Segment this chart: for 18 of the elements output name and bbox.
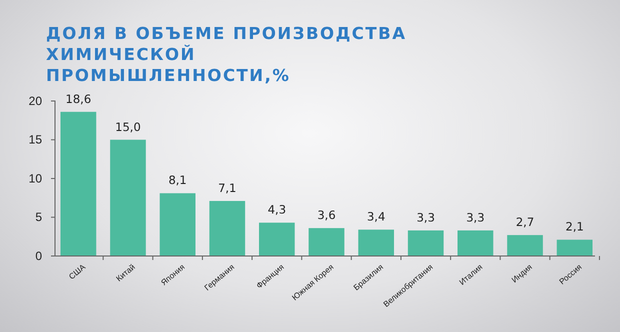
- data-label: 2,7: [516, 215, 534, 230]
- data-label: 3,3: [416, 210, 435, 224]
- y-tick-label: 10: [28, 171, 42, 186]
- data-label: 3,3: [466, 210, 485, 224]
- data-label: 3,4: [366, 210, 386, 224]
- x-tick-label: США: [67, 262, 88, 282]
- data-label: 18,6: [66, 92, 92, 106]
- data-label: 7,1: [218, 180, 236, 195]
- y-tick-label: 5: [35, 210, 42, 224]
- data-label: 15,0: [115, 120, 141, 134]
- data-label: 3,6: [317, 208, 336, 222]
- data-label: 2,1: [566, 220, 584, 234]
- chart-title: ДОЛЯ В ОБЪЕМЕ ПРОИЗВОДСТВА ХИМИЧЕСКОЙ ПРОМЫШЛЕННОСТИ,%: [46, 24, 406, 85]
- y-tick-label: 20: [28, 94, 42, 108]
- data-label: 4,3: [268, 202, 286, 217]
- y-tick-label: 0: [35, 248, 42, 263]
- data-label: 8,1: [168, 173, 187, 188]
- y-tick-label: 15: [28, 132, 42, 147]
